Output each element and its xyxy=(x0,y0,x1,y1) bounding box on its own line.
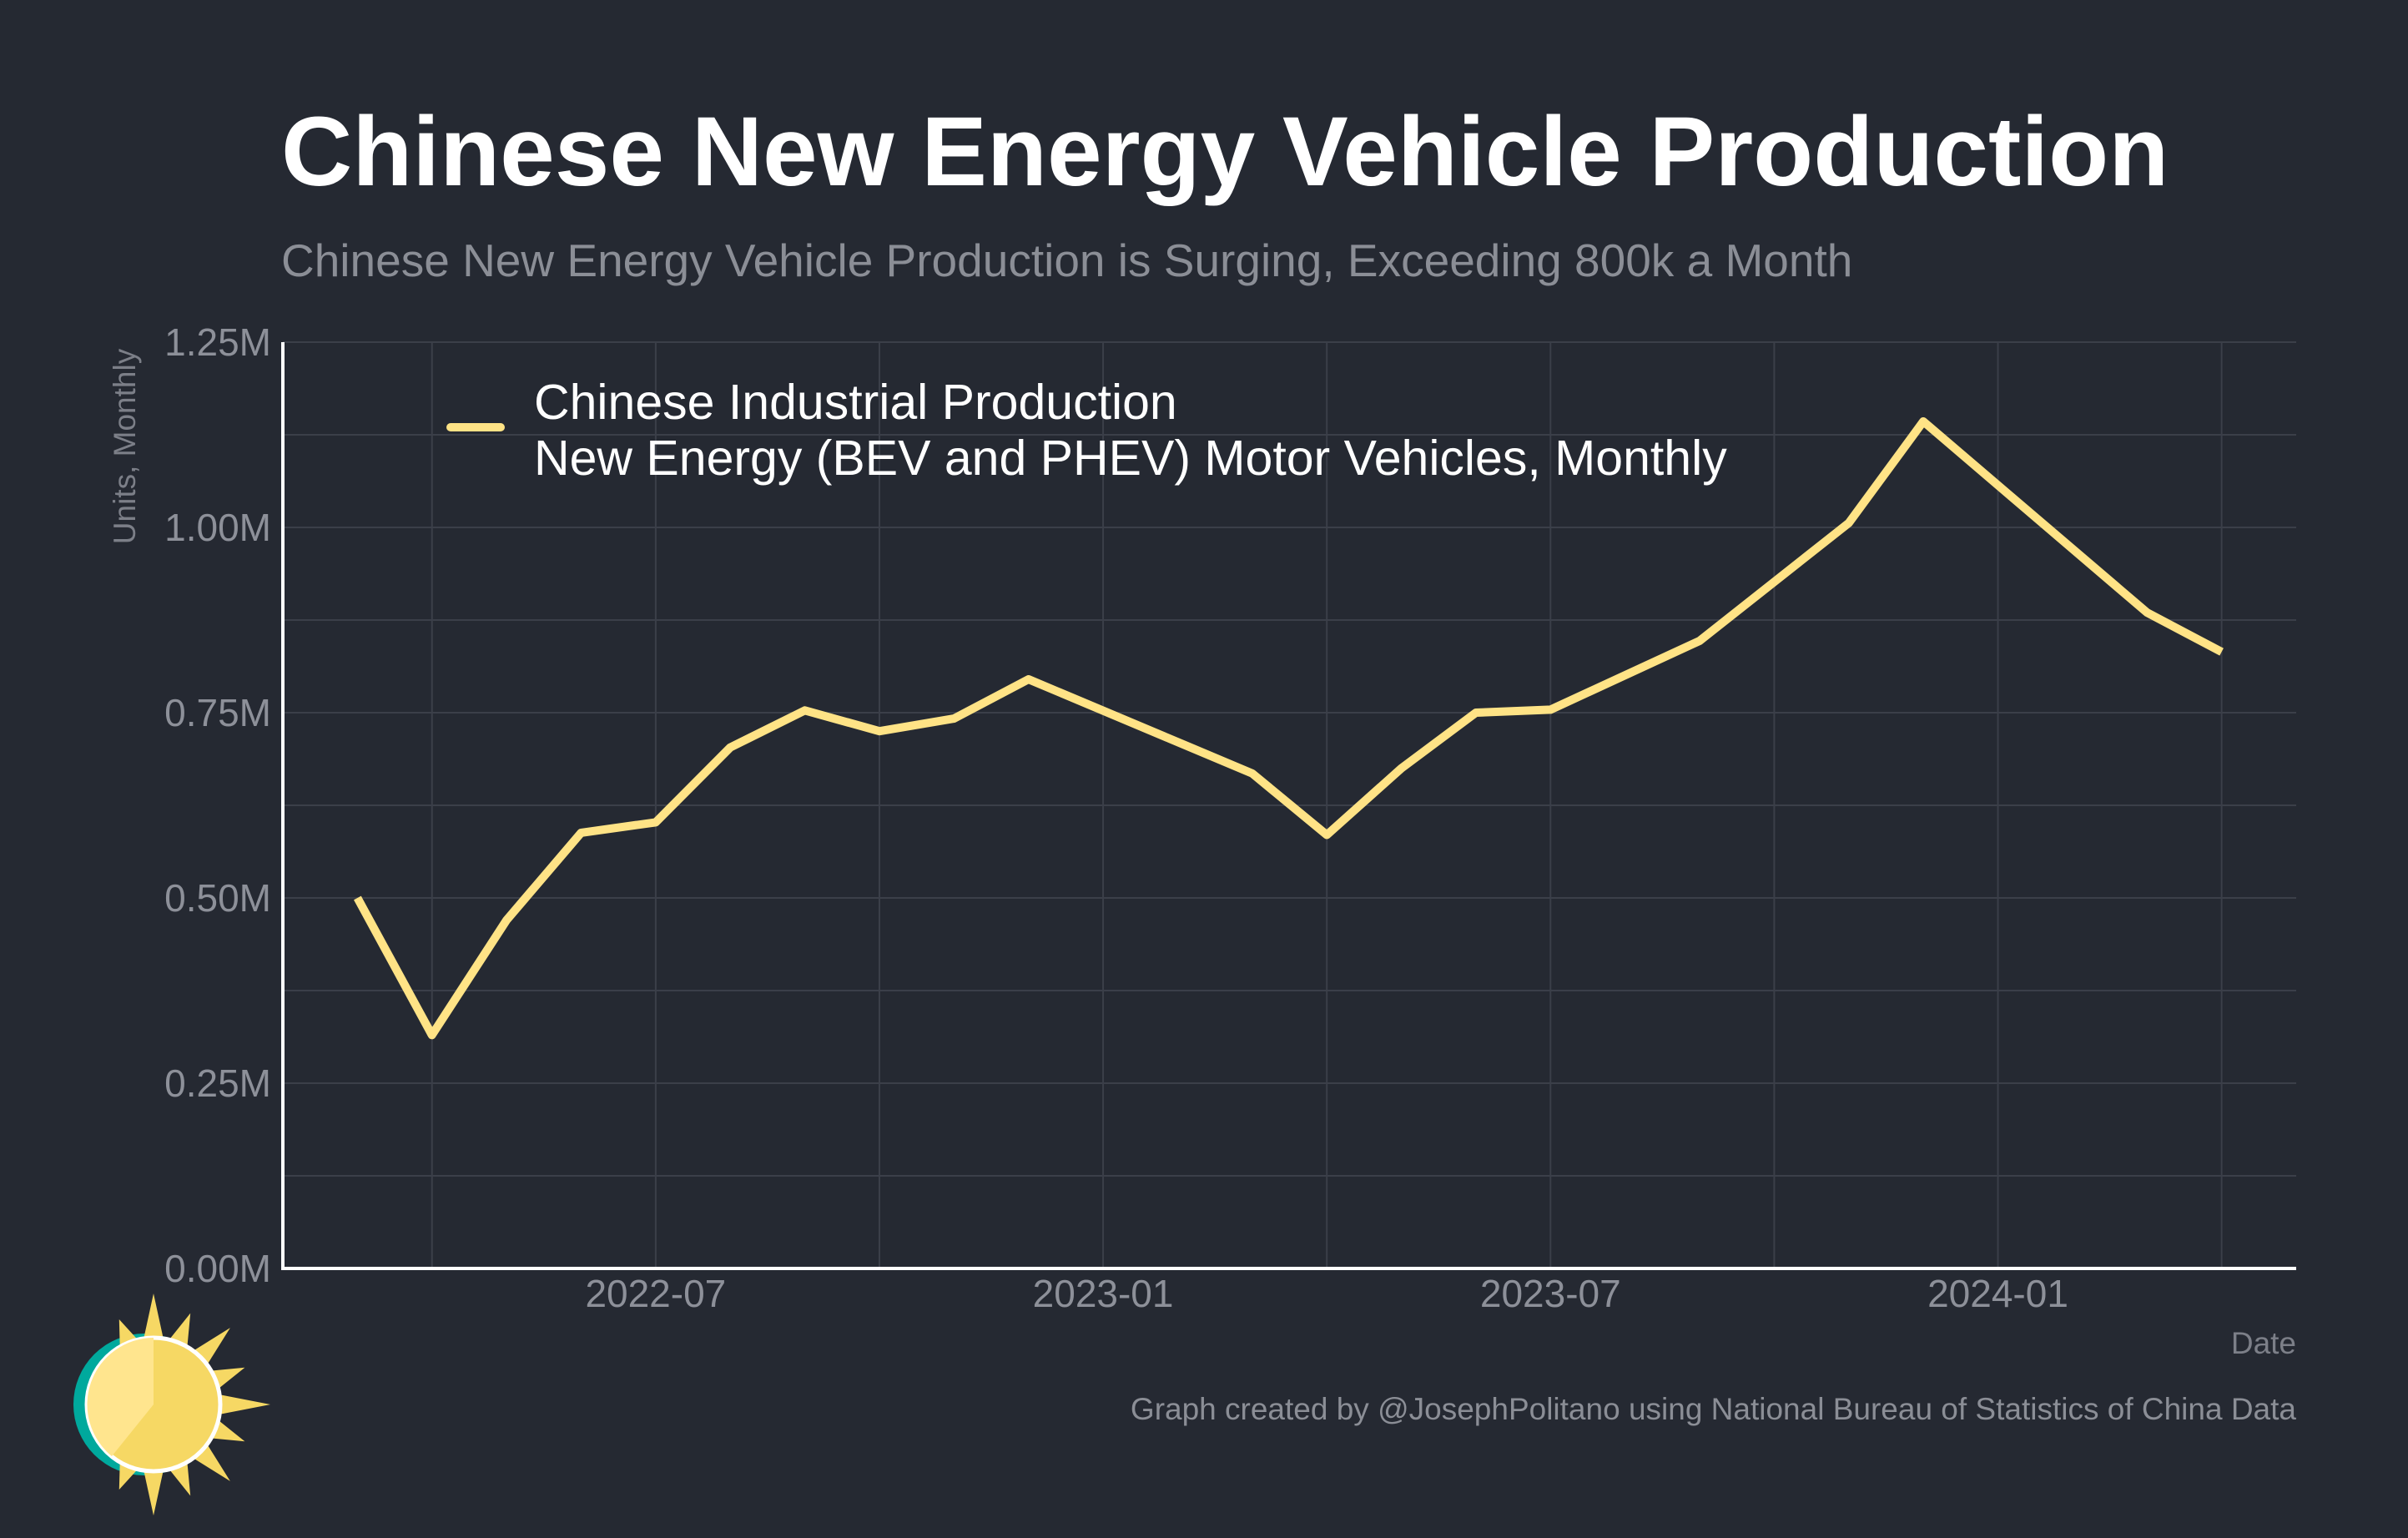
chart-title: Chinese New Energy Vehicle Production xyxy=(281,97,2169,207)
x-tick-label: 2023-01 xyxy=(1033,1272,1174,1315)
y-tick-label: 1.25M xyxy=(164,320,271,364)
series-group xyxy=(354,417,2224,1040)
legend-label-line: Chinese Industrial Production xyxy=(534,375,1177,430)
x-tick-label: 2023-07 xyxy=(1480,1272,1621,1315)
y-tick-label: 0.25M xyxy=(164,1061,271,1105)
major-gridlines xyxy=(283,341,2296,1268)
y-axis-ticks: 0.00M 0.25M 0.50M 0.75M 1.00M 1.25M xyxy=(164,320,271,1290)
y-tick-label: 1.00M xyxy=(164,506,271,549)
source-caption: Graph created by @JosephPolitano using N… xyxy=(1131,1392,2296,1426)
y-tick-label: 0.00M xyxy=(164,1247,271,1290)
x-axis-title: Date xyxy=(2231,1326,2296,1360)
x-axis-ticks: 2022-07 2023-01 2023-07 2024-01 xyxy=(585,1272,2068,1315)
legend-label: Chinese Industrial Production New Energy … xyxy=(534,375,1727,486)
y-tick-label: 0.75M xyxy=(164,691,271,734)
legend-label-line: New Energy (BEV and PHEV) Motor Vehicles… xyxy=(534,431,1727,486)
legend: Chinese Industrial Production New Energy … xyxy=(446,375,1727,486)
logo-ray xyxy=(143,1293,164,1340)
chart-subtitle: Chinese New Energy Vehicle Production is… xyxy=(281,234,1852,286)
y-axis-title: Units, Monthly xyxy=(108,348,142,544)
logo-sun-highlight xyxy=(87,1338,154,1456)
series-line xyxy=(354,417,2224,1040)
x-tick-label: 2024-01 xyxy=(1927,1272,2068,1315)
x-tick-label: 2022-07 xyxy=(585,1272,726,1315)
sun-logo-icon xyxy=(73,1293,270,1515)
minor-gridlines xyxy=(283,342,2296,1268)
y-tick-label: 0.50M xyxy=(164,876,271,920)
logo-ray xyxy=(218,1394,270,1415)
logo-ray xyxy=(143,1469,164,1515)
